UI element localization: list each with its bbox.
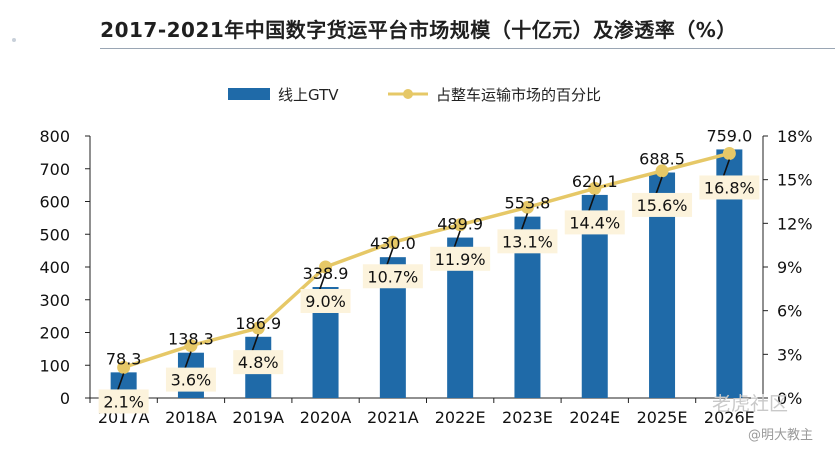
pct-label-box	[362, 264, 423, 289]
bar-value-label: 553.8	[505, 194, 551, 213]
y-left-tick-label: 300	[39, 291, 70, 310]
y-right-tick-label: 12%	[777, 214, 813, 233]
pct-label-box	[430, 246, 491, 271]
y-right-tick-label: 0%	[777, 389, 802, 408]
leader-line	[251, 333, 260, 352]
x-tick-label: 2021A	[367, 408, 419, 427]
bar-value-label: 759.0	[706, 126, 752, 145]
watermark-author: @明大教主	[748, 428, 814, 443]
leader-line	[184, 351, 192, 369]
title-divider	[100, 48, 835, 49]
pct-label: 11.9%	[435, 250, 486, 269]
bar-value-label: 78.3	[106, 349, 142, 368]
x-tick-label: 2019A	[232, 408, 284, 427]
legend-bar-label: 线上GTV	[278, 86, 339, 104]
x-tick-label: 2025E	[637, 408, 688, 427]
decor-dot	[12, 38, 16, 42]
bar-value-label: 688.5	[639, 150, 685, 169]
pct-label-box	[699, 175, 760, 200]
bar-series	[110, 149, 743, 398]
bar-value-label: 489.9	[437, 215, 483, 234]
x-tick-label: 2022E	[435, 408, 486, 427]
leader-line	[722, 159, 731, 177]
line-marker	[722, 146, 736, 160]
y-left-tick-label: 800	[39, 127, 70, 146]
y-right-tick-label: 18%	[777, 127, 813, 146]
y-right-tick-label: 6%	[777, 302, 802, 321]
legend-line-marker	[403, 89, 413, 99]
y-left-tick-label: 100	[39, 356, 70, 375]
y-left-tick-label: 200	[39, 324, 70, 343]
line-marker	[251, 321, 265, 335]
leader-line	[318, 272, 327, 291]
legend: 线上GTV 占整车运输市场的百分比	[228, 86, 601, 104]
bar-value-label: 186.9	[235, 314, 281, 333]
x-tick-label: 2018A	[165, 408, 217, 427]
line-marker	[184, 339, 198, 353]
watermark-logo: 老虎社区	[712, 393, 789, 415]
y-right-tick-label: 15%	[777, 171, 813, 190]
line-marker	[520, 200, 534, 214]
bar-value-label: 620.1	[572, 172, 618, 191]
pct-label-box	[98, 389, 149, 414]
y-left-tick-label: 500	[39, 225, 70, 244]
pct-label: 16.8%	[704, 178, 755, 197]
pct-label-box	[233, 350, 284, 375]
leader-line	[116, 373, 125, 391]
leader-line	[386, 247, 394, 266]
chart-title: 2017-2021年中国数字货运平台市场规模（十亿元）及渗透率（%）	[100, 18, 737, 42]
y-left-tick-label: 400	[39, 258, 70, 277]
leader-line	[453, 230, 461, 249]
line-series	[117, 146, 736, 374]
x-tick-label: 2020A	[300, 408, 352, 427]
pct-label: 14.4%	[569, 213, 620, 232]
y-left-tick-label: 700	[39, 160, 70, 179]
pct-label: 15.6%	[637, 196, 688, 215]
pct-label: 2.1%	[103, 392, 144, 411]
pct-label-box	[632, 192, 693, 217]
pct-label: 4.8%	[238, 353, 279, 372]
pct-label-box	[564, 210, 625, 235]
pct-label-box	[300, 289, 351, 313]
pct-label: 9.0%	[305, 292, 346, 311]
line-marker	[319, 260, 333, 274]
axes: 0 100 200 300 400 500 600 700 800 0% 3% 6% 9% 12% 15% 1…	[39, 127, 812, 427]
data-labels: 2.1% 3.6% 4.8% 9.0% 10.7% 11.9% 13.1% 14.4% 15.6…	[98, 126, 760, 414]
legend-bar-swatch	[228, 88, 270, 100]
x-tick-label: 2023E	[502, 408, 553, 427]
x-tick-label: 2026E	[704, 408, 755, 427]
bar-value-label: 430.0	[370, 234, 416, 253]
leader-line	[587, 194, 596, 212]
bar-value-label: 338.9	[303, 264, 349, 283]
line-marker	[117, 360, 131, 374]
line-marker	[386, 235, 400, 249]
line-marker	[588, 181, 602, 195]
y-right-tick-label: 3%	[777, 345, 802, 364]
pct-label-box	[497, 229, 558, 254]
pct-label-box	[165, 367, 216, 392]
x-tick-label: 2024E	[569, 408, 620, 427]
y-right-tick-label: 9%	[777, 258, 802, 277]
pct-label: 3.6%	[171, 371, 212, 390]
line-marker	[453, 218, 467, 232]
y-left-tick-label: 0	[60, 389, 70, 408]
pct-label: 10.7%	[367, 267, 418, 286]
pct-label: 13.1%	[502, 232, 553, 251]
leader-line	[655, 176, 663, 195]
y-left-tick-label: 600	[39, 193, 70, 212]
series-line	[123, 151, 730, 370]
line-marker	[655, 164, 669, 178]
bar-value-label: 138.3	[168, 330, 214, 349]
legend-line-label: 占整车运输市场的百分比	[436, 86, 601, 104]
leader-line	[520, 213, 529, 231]
